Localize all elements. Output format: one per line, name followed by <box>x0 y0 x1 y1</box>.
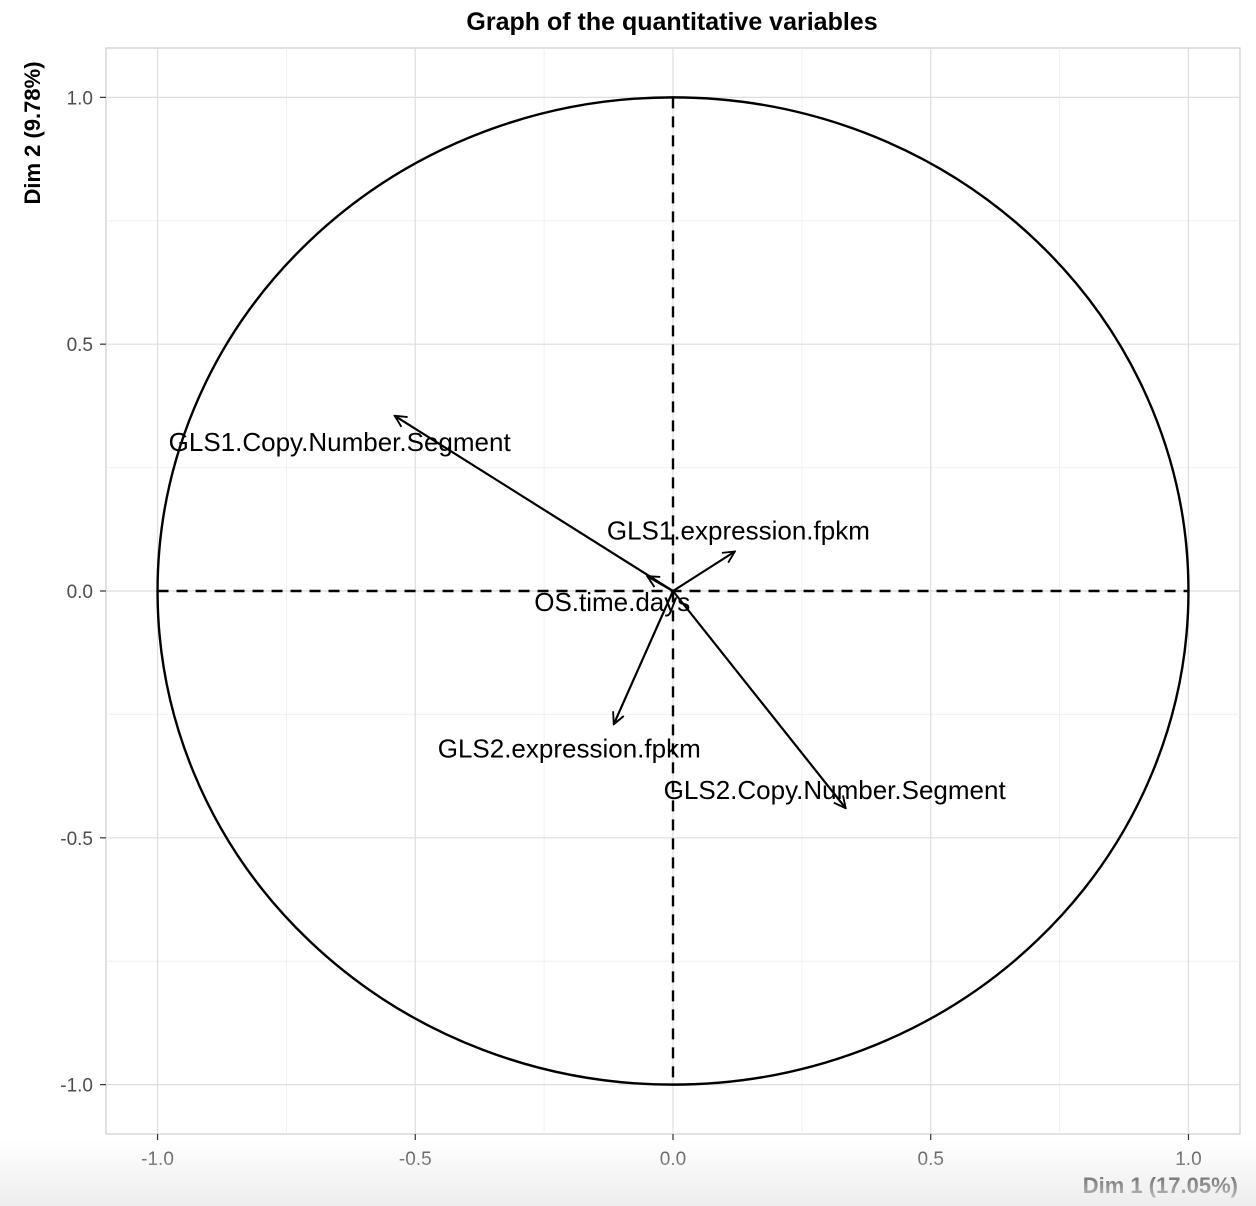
variable-arrow <box>395 416 674 592</box>
x-tick-label: 0.5 <box>918 1149 944 1170</box>
variable-arrow <box>672 552 735 592</box>
y-tick-label: 0.5 <box>67 335 93 356</box>
chart-title: Graph of the quantitative variables <box>466 8 877 36</box>
x-tick-label: 0.0 <box>660 1149 686 1170</box>
y-axis-title: Dim 2 (9.78%) <box>20 61 45 204</box>
chart-marks: GLS1.Copy.Number.Segment GLS1.expression.… <box>156 96 1190 1086</box>
y-tick-label: 0.0 <box>67 582 93 603</box>
y-tick-label: -1.0 <box>60 1076 93 1097</box>
x-tick-label: -0.5 <box>399 1149 432 1170</box>
variable-arrow <box>672 590 846 808</box>
variable-label: GLS1.Copy.Number.Segment <box>169 427 512 457</box>
x-tick-label: 1.0 <box>1175 1149 1201 1170</box>
y-tick-label: -0.5 <box>60 829 93 850</box>
x-axis-title: Dim 1 (17.05%) <box>1083 1173 1238 1198</box>
variable-arrow <box>614 590 675 724</box>
y-tick-label: 1.0 <box>67 88 93 109</box>
variable-label: GLS1.expression.fpkm <box>607 516 870 546</box>
variable-label: GLS2.Copy.Number.Segment <box>664 775 1007 805</box>
variable-arrow <box>647 576 674 592</box>
variable-label: GLS2.expression.fpkm <box>438 733 701 763</box>
x-tick-label: -1.0 <box>141 1149 174 1170</box>
